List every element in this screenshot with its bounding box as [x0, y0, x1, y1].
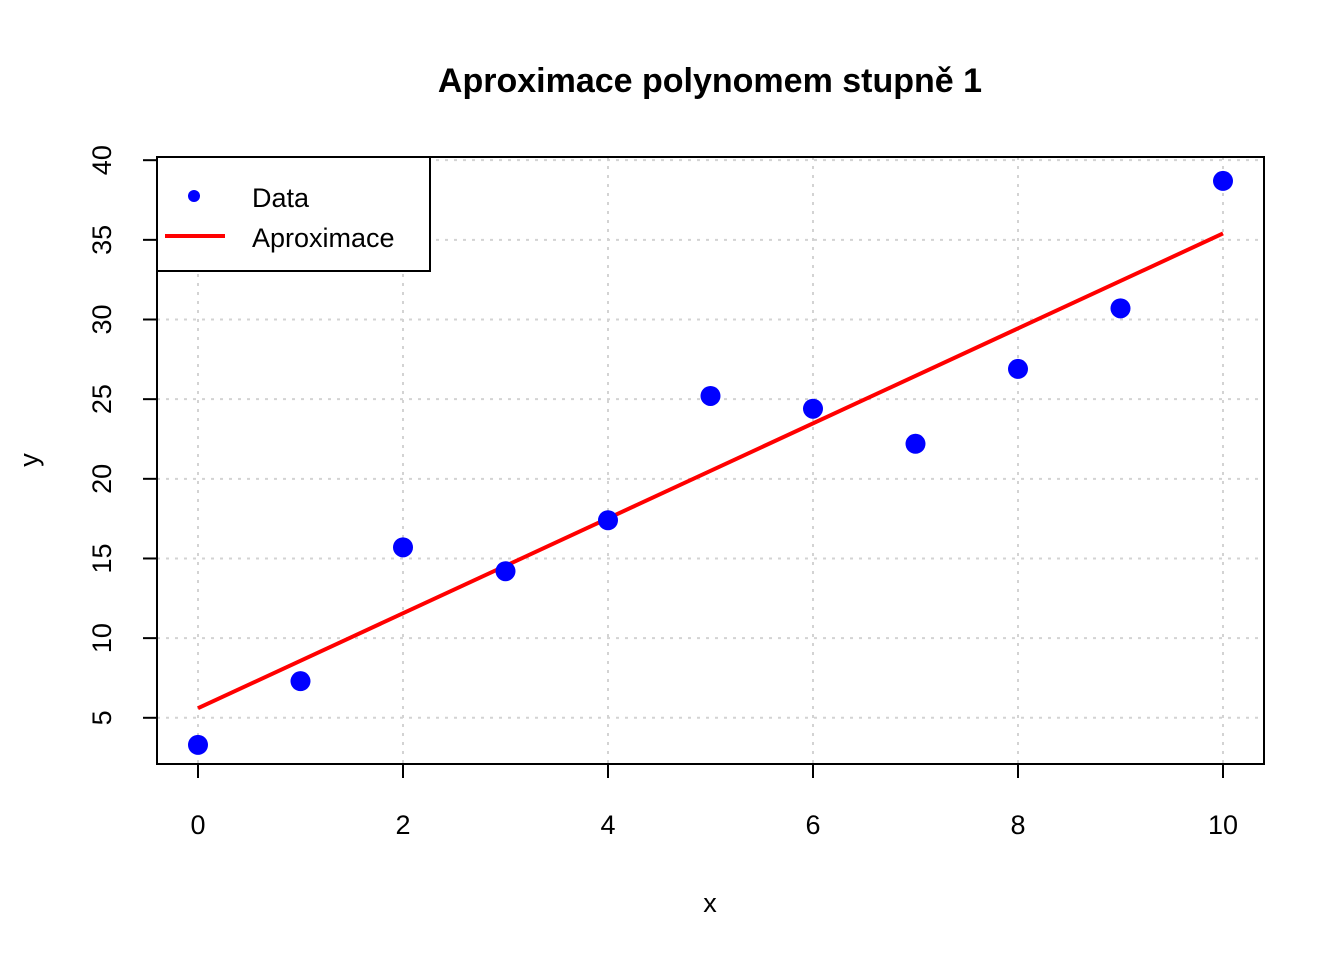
y-axis-label: y [14, 453, 44, 467]
fit-line-layer [197, 231, 1224, 711]
x-tick-label: 6 [805, 810, 820, 840]
y-axis: 5 10 15 20 25 30 35 40 [87, 145, 158, 725]
legend-data-marker [188, 190, 200, 202]
y-tick-label: 35 [87, 225, 117, 255]
x-tick-label: 2 [395, 810, 410, 840]
x-tick-label: 0 [190, 810, 205, 840]
legend-box [156, 156, 431, 272]
y-tick-label: 10 [87, 623, 117, 653]
points-layer [188, 170, 1233, 755]
legend-approx-label: Aproximace [252, 223, 395, 253]
y-tick-label: 15 [87, 543, 117, 573]
fit-line [197, 231, 1224, 711]
y-tick-label: 30 [87, 304, 117, 334]
y-tick-label: 20 [87, 464, 117, 494]
y-tick-label: 5 [87, 710, 117, 725]
data-point [1110, 298, 1131, 319]
x-tick-label: 4 [600, 810, 615, 840]
x-tick-label: 10 [1208, 810, 1238, 840]
data-point [495, 561, 516, 582]
y-tick-label: 25 [87, 384, 117, 414]
x-axis-label: x [703, 888, 717, 918]
chart-title: Aproximace polynomem stupně 1 [438, 62, 982, 100]
legend-data-label: Data [252, 183, 310, 213]
data-point [188, 734, 208, 755]
data-point [393, 537, 413, 558]
data-point [1213, 170, 1233, 191]
data-point [598, 510, 618, 531]
data-point [700, 385, 721, 406]
x-axis: 0 2 4 6 8 10 [190, 763, 1238, 840]
y-tick-label: 40 [87, 145, 117, 175]
data-point [803, 398, 823, 419]
x-tick-label: 8 [1010, 810, 1025, 840]
data-point [905, 433, 926, 454]
data-point [290, 671, 311, 692]
legend: Data Aproximace [156, 156, 431, 272]
data-point [1008, 358, 1028, 379]
